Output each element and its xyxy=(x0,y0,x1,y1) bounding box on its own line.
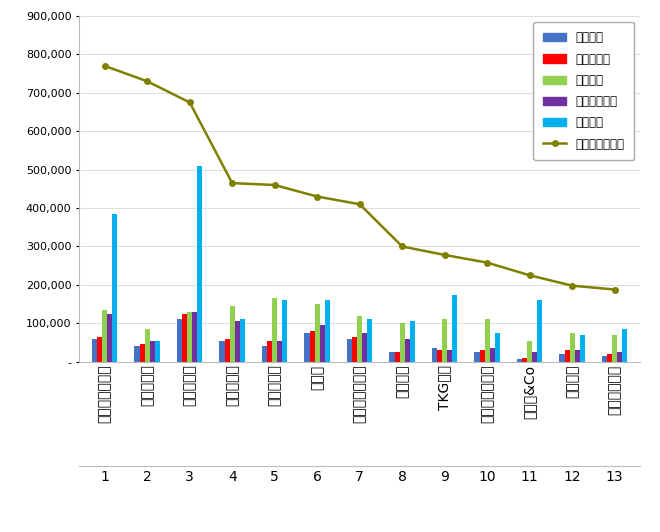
Bar xyxy=(389,352,395,362)
Bar xyxy=(347,339,352,362)
브랜드평판지수 xyxy=(271,182,279,188)
Bar xyxy=(564,350,570,362)
Bar xyxy=(102,310,107,362)
Bar xyxy=(135,346,139,362)
Bar xyxy=(522,358,527,362)
브랜드평판지수 xyxy=(185,99,193,105)
브랜드평판지수 xyxy=(610,286,618,293)
Bar xyxy=(537,300,543,362)
Bar xyxy=(490,348,495,362)
Bar xyxy=(182,314,187,362)
Bar xyxy=(187,312,192,362)
Bar xyxy=(570,333,575,362)
Legend: 참여지수, 미디어지수, 소통지수, 커뮤니티지수, 시장지수, 브랜드평판지수: 참여지수, 미디어지수, 소통지수, 커뮤니티지수, 시장지수, 브랜드평판지수 xyxy=(533,22,634,160)
Bar xyxy=(352,337,357,362)
Bar xyxy=(410,321,415,362)
Bar xyxy=(155,340,160,362)
Bar xyxy=(560,354,564,362)
Bar xyxy=(177,320,182,362)
Bar xyxy=(145,329,150,362)
브랜드평판지수 xyxy=(228,180,236,186)
Bar xyxy=(304,333,310,362)
Bar xyxy=(602,356,607,362)
Bar xyxy=(532,352,537,362)
브랜드평판지수 xyxy=(143,78,151,85)
Bar xyxy=(447,350,452,362)
Bar xyxy=(150,340,155,362)
Bar xyxy=(575,350,580,362)
Bar xyxy=(235,321,240,362)
브랜드평판지수 xyxy=(314,193,321,200)
Bar xyxy=(405,339,410,362)
브랜드평판지수 xyxy=(356,201,364,207)
Line: 브랜드평판지수: 브랜드평판지수 xyxy=(102,63,618,292)
Bar xyxy=(310,331,315,362)
Bar xyxy=(484,320,490,362)
Bar xyxy=(112,214,117,362)
Bar xyxy=(277,340,282,362)
Bar xyxy=(272,298,277,362)
Bar xyxy=(219,340,224,362)
Bar xyxy=(432,348,437,362)
Bar xyxy=(527,340,532,362)
Bar xyxy=(612,335,617,362)
Bar xyxy=(495,333,500,362)
Bar xyxy=(107,314,112,362)
Bar xyxy=(319,325,325,362)
Bar xyxy=(452,295,457,362)
Bar xyxy=(315,304,319,362)
브랜드평판지수 xyxy=(568,282,576,289)
Bar xyxy=(325,300,330,362)
브랜드평판지수 xyxy=(483,260,491,266)
Bar xyxy=(437,350,442,362)
Bar xyxy=(622,329,628,362)
Bar xyxy=(400,323,405,362)
브랜드평판지수 xyxy=(526,272,534,278)
Bar xyxy=(197,166,203,362)
Bar xyxy=(395,352,400,362)
Bar xyxy=(580,335,585,362)
Bar xyxy=(224,339,230,362)
브랜드평판지수 xyxy=(398,243,406,250)
Bar xyxy=(442,320,447,362)
Bar xyxy=(607,354,612,362)
Bar xyxy=(517,359,522,362)
Bar xyxy=(139,345,145,362)
Bar xyxy=(262,346,267,362)
Bar xyxy=(97,337,102,362)
브랜드평판지수 xyxy=(441,252,449,258)
Bar xyxy=(357,315,362,362)
Bar xyxy=(362,333,368,362)
브랜드평판지수 xyxy=(101,63,109,69)
Bar xyxy=(92,339,97,362)
Bar xyxy=(230,306,235,362)
Bar xyxy=(240,320,245,362)
Bar xyxy=(282,300,288,362)
Bar xyxy=(368,320,372,362)
Bar xyxy=(617,352,622,362)
Bar xyxy=(475,352,480,362)
Bar xyxy=(267,340,272,362)
Bar xyxy=(192,312,197,362)
Bar xyxy=(480,350,484,362)
